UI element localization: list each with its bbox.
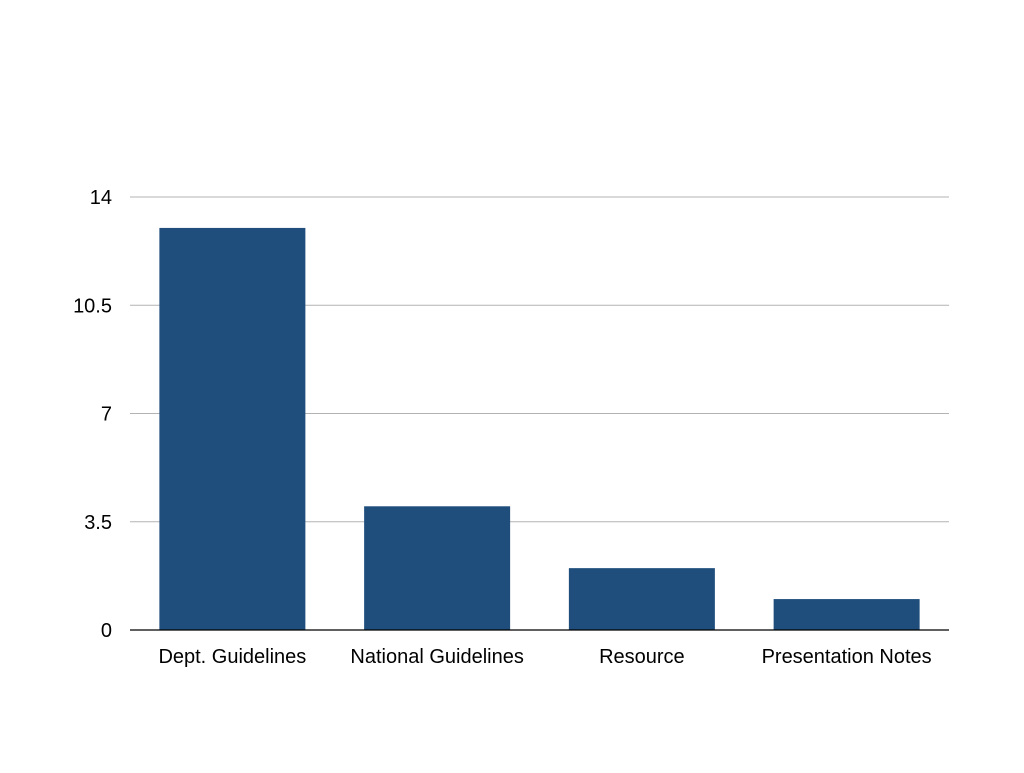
x-axis-category-labels: Dept. Guidelines National Guidelines Resou… xyxy=(158,646,931,668)
bar-3 xyxy=(773,599,920,630)
y-tick-label: 14 xyxy=(90,187,112,209)
y-tick-label: 10.5 xyxy=(73,295,112,317)
bars xyxy=(159,227,920,630)
y-axis-tick-labels: 0 3.5 7 10.5 14 xyxy=(73,187,112,642)
bar-0 xyxy=(159,227,306,630)
y-tick-label: 0 xyxy=(101,620,112,642)
bar-1 xyxy=(364,506,511,630)
x-category-label: Presentation Notes xyxy=(762,646,932,668)
x-category-label: National Guidelines xyxy=(350,646,523,668)
y-tick-label: 3.5 xyxy=(84,512,112,534)
bar-2 xyxy=(568,568,715,630)
x-category-label: Resource xyxy=(599,646,685,668)
y-tick-label: 7 xyxy=(101,404,112,426)
x-category-label: Dept. Guidelines xyxy=(158,646,306,668)
